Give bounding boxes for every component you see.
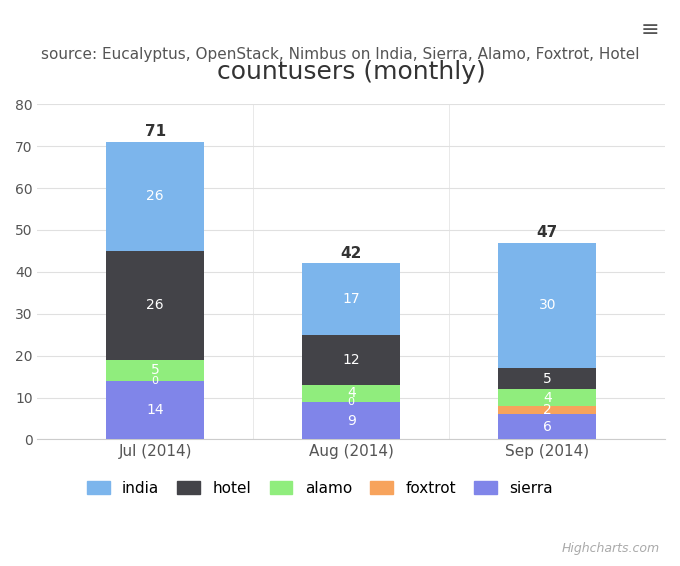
Bar (498, 406, 596, 414)
Bar (498, 368, 596, 389)
Bar (106, 360, 204, 381)
Bar (302, 402, 401, 439)
Text: 5: 5 (151, 363, 160, 378)
Text: 14: 14 (146, 403, 164, 417)
Text: 30: 30 (539, 298, 556, 312)
Text: 4: 4 (543, 391, 551, 405)
Bar (106, 142, 204, 251)
Bar (106, 381, 204, 439)
Text: 47: 47 (537, 225, 558, 240)
Bar (498, 414, 596, 439)
Text: 4: 4 (347, 387, 356, 400)
Text: 71: 71 (145, 125, 166, 139)
Text: 12: 12 (343, 353, 360, 367)
Text: 26: 26 (146, 190, 164, 203)
Text: 42: 42 (341, 246, 362, 261)
Text: Highcharts.com: Highcharts.com (562, 542, 660, 555)
Text: ≡: ≡ (641, 20, 660, 40)
Text: 6: 6 (543, 420, 551, 434)
Bar (302, 264, 401, 335)
Bar (302, 335, 401, 385)
Text: source: Eucalyptus, OpenStack, Nimbus on India, Sierra, Alamo, Foxtrot, Hotel: source: Eucalyptus, OpenStack, Nimbus on… (41, 48, 639, 62)
Title: countusers (monthly): countusers (monthly) (217, 61, 486, 84)
Bar (498, 242, 596, 368)
Text: 9: 9 (347, 414, 356, 427)
Text: 5: 5 (543, 372, 551, 385)
Legend: india, hotel, alamo, foxtrot, sierra: india, hotel, alamo, foxtrot, sierra (86, 481, 553, 496)
Text: 2: 2 (543, 403, 551, 417)
Text: 26: 26 (146, 298, 164, 312)
Text: 0: 0 (347, 397, 355, 407)
Bar (498, 389, 596, 406)
Text: 17: 17 (343, 292, 360, 306)
Text: 0: 0 (152, 376, 158, 386)
Bar (106, 251, 204, 360)
Bar (302, 385, 401, 402)
